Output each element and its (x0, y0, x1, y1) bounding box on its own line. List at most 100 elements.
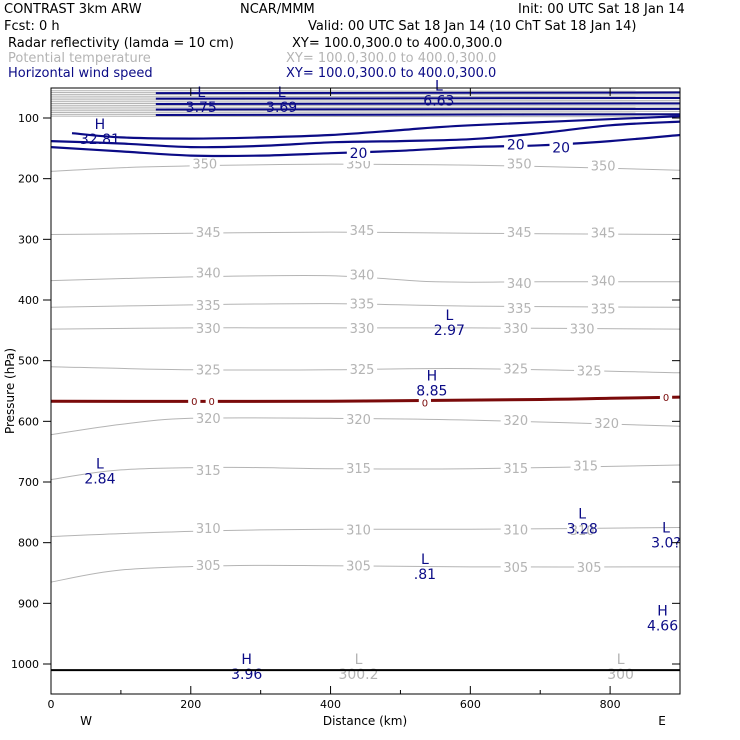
theta-contour-345-label: 345 (591, 227, 616, 242)
theta-contour-330-label-bg (567, 320, 598, 337)
reflectivity-contour-label: 0 (209, 397, 215, 408)
extremum-value: 3.75 (186, 100, 217, 116)
theta-contour-325-label-bg (574, 362, 605, 379)
theta-contour-305-label-bg (500, 559, 531, 575)
wind-contour-20-label-bg (346, 144, 371, 161)
upper-theta-contour (51, 110, 680, 112)
model-title: CONTRAST 3km ARW (4, 2, 142, 17)
wind-contour-20-label-bg (549, 138, 573, 156)
theta-contour-330 (51, 327, 680, 330)
theta-contour-345 (51, 231, 680, 235)
theta-contour-345-label: 345 (507, 226, 532, 241)
reflectivity-contour-label: 0 (663, 393, 669, 404)
upper-theta-contour (51, 112, 680, 114)
theta-contour-310-label: 310 (503, 523, 528, 538)
organization: NCAR/MMM (240, 2, 315, 17)
theta-contour-340-label: 340 (591, 275, 616, 290)
theta-contour-350-label: 350 (192, 157, 217, 172)
y-tick-label: 200 (18, 173, 39, 186)
theta-contour-325-label-bg (346, 361, 378, 377)
extremum-value: 6.63 (423, 94, 454, 110)
theta-contour-340-label: 340 (350, 268, 375, 283)
theta-contour-330-label: 330 (350, 322, 375, 337)
extremum-value: 2.97 (434, 323, 465, 339)
extremum-value: 32.81 (80, 132, 120, 148)
theta-contour-340 (51, 274, 680, 283)
upper-theta-contour (51, 101, 680, 103)
east-endpoint-label: E (658, 714, 666, 728)
theta-contour-340-label-bg (346, 266, 378, 283)
extremum-low-marker: L (96, 457, 104, 473)
theta-contour-330-label-bg (346, 320, 378, 336)
field-theta-xy: XY= 100.0,300.0 to 400.0,300.0 (286, 51, 497, 66)
theta-contour-310-label-bg (567, 522, 598, 538)
y-tick-label: 100 (18, 112, 39, 125)
theta-contour-345-label-bg (193, 224, 224, 240)
reflectivity-contour-label-bg (205, 395, 218, 408)
wind-contour-20-label: 20 (350, 146, 368, 162)
y-tick-label: 300 (18, 233, 39, 246)
theta-contour-350-label-bg (588, 157, 619, 174)
upper-wind-contour (155, 113, 680, 116)
theta-contour-350-label: 350 (591, 159, 616, 174)
theta-contour-320-label: 320 (594, 417, 619, 432)
theta-contour-350-label: 350 (507, 157, 532, 172)
theta-contour-345-label-bg (588, 224, 619, 241)
x-tick-label: 200 (180, 698, 201, 711)
theta-contour-350-label-bg (189, 155, 220, 172)
theta-contour-330-label: 330 (570, 322, 595, 337)
theta-contour-340-label: 340 (507, 277, 532, 292)
theta-contour-320-label-bg (591, 415, 622, 431)
theta-contour-305-label-bg (343, 557, 374, 574)
theta-contour-325-label: 325 (350, 363, 375, 378)
theta-contour-325-label: 325 (577, 364, 602, 379)
theta-contour-345-label-bg (346, 222, 378, 239)
reflectivity-contour-label: 0 (191, 397, 197, 408)
extremum-low-marker: L (435, 79, 443, 95)
extremum-value: .81 (414, 567, 436, 583)
theta-contour-315-label-bg (570, 457, 601, 474)
theta-contour-335 (51, 303, 680, 308)
y-tick-label: 1000 (11, 658, 39, 671)
x-axis-label: Distance (km) (323, 714, 407, 728)
theta-contour-305-label-bg (193, 557, 224, 573)
theta-contour-330-label: 330 (503, 322, 528, 337)
theta-contour-335-label-bg (193, 297, 224, 313)
theta-contour-325-label-bg (193, 361, 224, 378)
wind-contour-jet-2 (71, 115, 680, 140)
upper-theta-contour (51, 104, 680, 107)
y-tick-label: 900 (18, 597, 39, 610)
wind-contour-jet-1 (51, 120, 680, 149)
upper-wind-contour (155, 96, 680, 100)
theta-contour-325-label: 325 (503, 362, 528, 377)
field-reflectivity-name: Radar reflectivity (lamda = 10 cm) (8, 36, 234, 51)
theta-contour-305-label: 305 (196, 559, 221, 574)
theta-contour-315 (51, 464, 680, 481)
reflectivity-contour: 0 0 0 0 (51, 391, 680, 409)
theta-contour-325-label: 325 (196, 364, 221, 379)
forecast-hour: Fcst: 0 h (4, 19, 60, 34)
extremum-low-marker: L (278, 85, 286, 101)
extremum-value: 8.85 (416, 384, 447, 400)
x-tick-label: 800 (600, 698, 621, 711)
upper-theta-contour (51, 115, 680, 118)
y-tick-label: 800 (18, 537, 39, 550)
plot-frame (50, 87, 681, 695)
extremum-high-marker: H (95, 117, 106, 133)
theta-contour-305-label-bg (574, 559, 605, 575)
theta-contour-320-label: 320 (503, 414, 528, 429)
x-tick-label: 600 (460, 698, 481, 711)
field-reflectivity-xy: XY= 100.0,300.0 to 400.0,300.0 (292, 36, 503, 51)
theta-contour-305 (51, 564, 680, 583)
theta-contour-315-label-bg (343, 460, 374, 476)
theta-contour-305-label: 305 (577, 561, 602, 576)
y-tick-label: 700 (18, 476, 39, 489)
field-theta-name: Potential temperature (8, 51, 151, 66)
theta-contour-310-label: 310 (570, 524, 595, 539)
theta-contour-330-label-bg (500, 320, 531, 336)
theta-contour-320-label: 320 (196, 412, 221, 427)
theta-contour-330-label: 330 (196, 322, 221, 337)
theta-contour-340-label-bg (504, 275, 535, 291)
extremum-value: 3.0? (651, 535, 681, 551)
